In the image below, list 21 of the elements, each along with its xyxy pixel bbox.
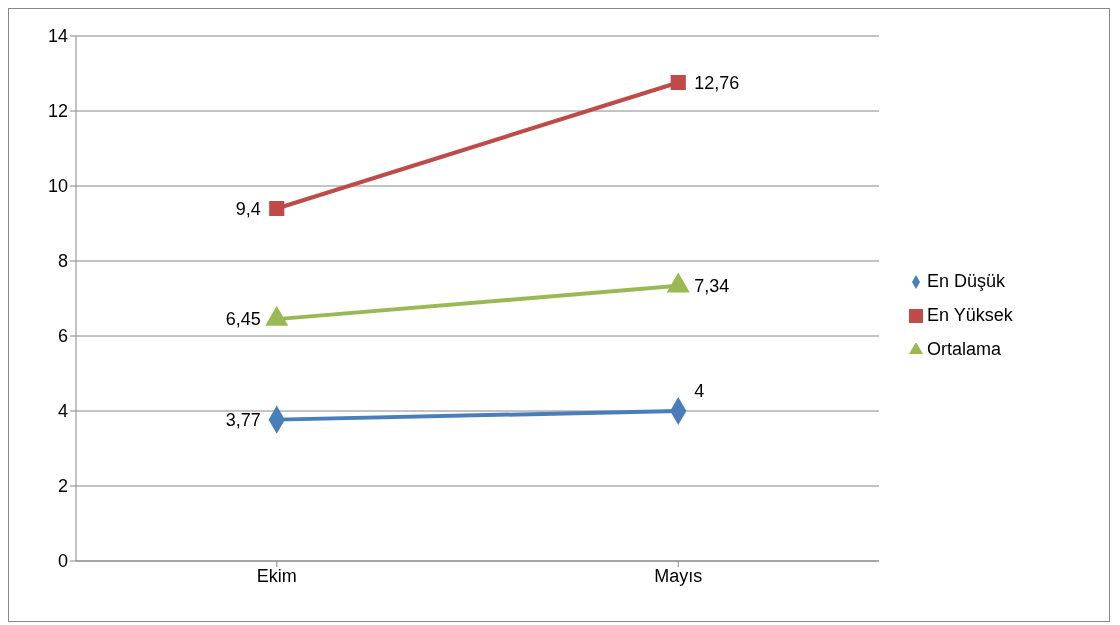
point — [269, 200, 285, 217]
legend-label: En Yüksek — [927, 305, 1013, 325]
y-tick-label: 0 — [57, 551, 68, 572]
y-tick-label: 12 — [47, 101, 68, 122]
data-label: 3,77 — [225, 409, 261, 430]
legend-label: Ortalama — [927, 339, 1002, 359]
y-tick-label: 8 — [57, 251, 68, 272]
x-tick-label: Mayıs — [654, 565, 703, 586]
data-label: 9,4 — [235, 198, 261, 219]
y-tick-label: 14 — [47, 26, 68, 47]
data-label: 4 — [694, 381, 705, 401]
data-label: 12,76 — [694, 72, 740, 93]
y-tick-label: 10 — [47, 176, 68, 197]
x-tick-label: Ekim — [256, 565, 297, 586]
legend-label: En Düşük — [927, 271, 1006, 291]
data-label: 6,45 — [225, 309, 261, 330]
data-label: 7,34 — [694, 275, 730, 296]
y-tick-label: 2 — [57, 476, 68, 497]
y-tick-label: 6 — [57, 326, 68, 347]
y-tick-label: 4 — [57, 401, 68, 422]
point — [670, 74, 686, 91]
